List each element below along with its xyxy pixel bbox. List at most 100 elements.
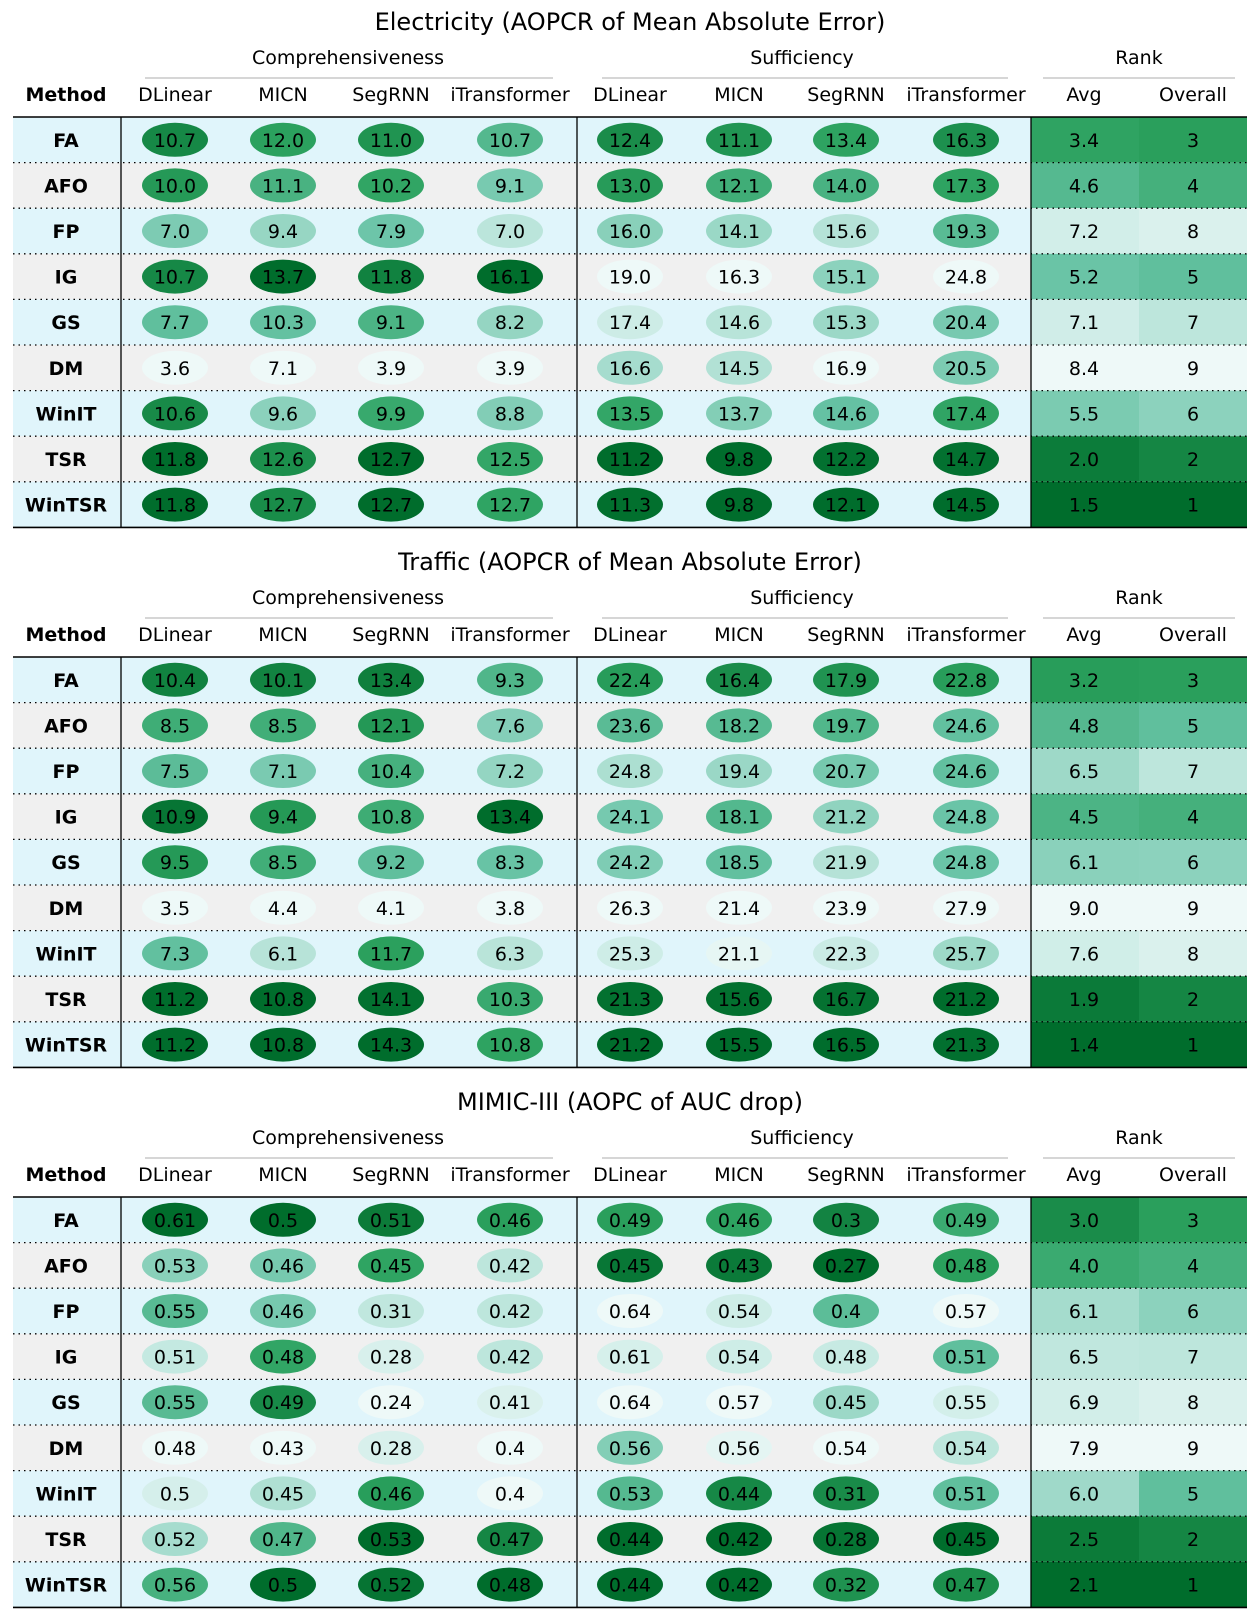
value-ellipse [358,1027,424,1062]
table-title: MIMIC-III (AOPC of AUC drop) [457,1088,803,1116]
value-ellipse [706,1522,772,1556]
cell-value: 0.47 [262,1529,304,1551]
value-ellipse [358,1294,424,1328]
rank-avg-cell [1031,1379,1139,1425]
cell-value: 10.3 [489,989,531,1011]
rank-value: 4 [1187,1255,1199,1277]
value-ellipse [250,1476,316,1511]
value-ellipse [933,845,999,880]
value-ellipse [477,214,543,248]
cell-value: 8.3 [495,852,525,874]
cell-value: 12.1 [370,715,412,737]
value-ellipse [358,305,424,340]
rank-overall-cell [1139,885,1247,931]
cell-value: 22.8 [945,670,987,692]
cell-value: 9.1 [495,175,525,197]
value-ellipse [706,1027,772,1062]
column-header: SegRNN [807,1164,884,1186]
value-ellipse [358,708,424,743]
value-ellipse [250,168,316,203]
rank-overall-cell [1139,390,1247,437]
group-header-rank: Rank [1115,47,1162,69]
value-ellipse [813,1294,879,1328]
cell-value: 9.2 [376,852,406,874]
cell-value: 0.61 [154,1210,196,1232]
value-ellipse [813,122,879,157]
column-header: SegRNN [352,1164,429,1186]
cell-value: 0.4 [831,1301,861,1323]
cell-value: 0.49 [945,1210,987,1232]
cell-value: 0.54 [718,1301,760,1323]
rank-value: 4.8 [1069,715,1099,737]
rank-overall-cell [1139,436,1247,482]
rank-avg-cell [1031,208,1139,254]
method-label: WinTSR [25,1575,108,1597]
cell-value: 3.6 [160,358,190,380]
cell-value: 14.6 [718,312,760,334]
value-ellipse [597,487,663,522]
value-ellipse [142,1522,208,1556]
rank-overall-cell [1139,1425,1247,1471]
rank-avg-cell [1031,117,1139,163]
cell-value: 24.8 [945,852,987,874]
cell-value: 17.9 [825,670,867,692]
method-label: IG [55,267,78,289]
rank-value: 7.2 [1069,221,1099,243]
value-ellipse [706,662,772,697]
cell-value: 0.55 [154,1392,196,1414]
value-ellipse [813,799,879,834]
cell-value: 0.48 [825,1347,867,1369]
cell-value: 0.61 [609,1347,651,1369]
cell-value: 16.1 [489,267,531,289]
cell-value: 12.1 [825,495,867,517]
method-label: AFO [44,175,88,197]
value-ellipse [813,662,879,697]
cell-value: 10.1 [262,670,304,692]
value-ellipse [358,168,424,203]
cell-value: 24.1 [609,807,651,829]
value-ellipse [813,259,879,294]
cell-value: 21.3 [609,989,651,1011]
rank-value: 3.4 [1069,130,1099,152]
cell-value: 15.5 [718,1035,760,1057]
cell-value: 0.55 [154,1301,196,1323]
value-ellipse [933,442,999,476]
value-ellipse [250,305,316,340]
cell-value: 3.9 [376,358,406,380]
value-ellipse [706,1567,772,1602]
cell-value: 13.4 [489,807,531,829]
value-ellipse [933,305,999,340]
rank-overall-cell [1139,1379,1247,1425]
cell-value: 16.3 [718,267,760,289]
method-header: Method [25,1164,106,1186]
value-ellipse [358,662,424,697]
value-ellipse [706,708,772,743]
value-ellipse [250,1430,316,1465]
value-ellipse [358,1339,424,1374]
cell-value: 18.1 [718,807,760,829]
value-ellipse [933,1430,999,1465]
value-ellipse [358,122,424,157]
value-ellipse [706,799,772,834]
column-header: DLinear [593,84,667,106]
cell-value: 0.48 [489,1575,531,1597]
column-header: DLinear [138,84,212,106]
value-ellipse [813,214,879,248]
value-ellipse [706,1294,772,1328]
column-header: Overall [1159,84,1227,106]
rank-value: 3.2 [1069,670,1099,692]
value-ellipse [250,122,316,157]
value-ellipse [250,1385,316,1420]
cell-value: 8.5 [160,715,190,737]
value-ellipse [933,168,999,203]
value-ellipse [597,1567,663,1602]
method-label: TSR [45,449,87,471]
cell-value: 17.4 [609,312,651,334]
value-ellipse [597,259,663,294]
cell-value: 0.49 [262,1392,304,1414]
group-header-rank: Rank [1115,587,1162,609]
value-ellipse [933,982,999,1016]
cell-value: 0.43 [262,1438,304,1460]
column-header: DLinear [138,624,212,646]
value-ellipse [250,1248,316,1283]
